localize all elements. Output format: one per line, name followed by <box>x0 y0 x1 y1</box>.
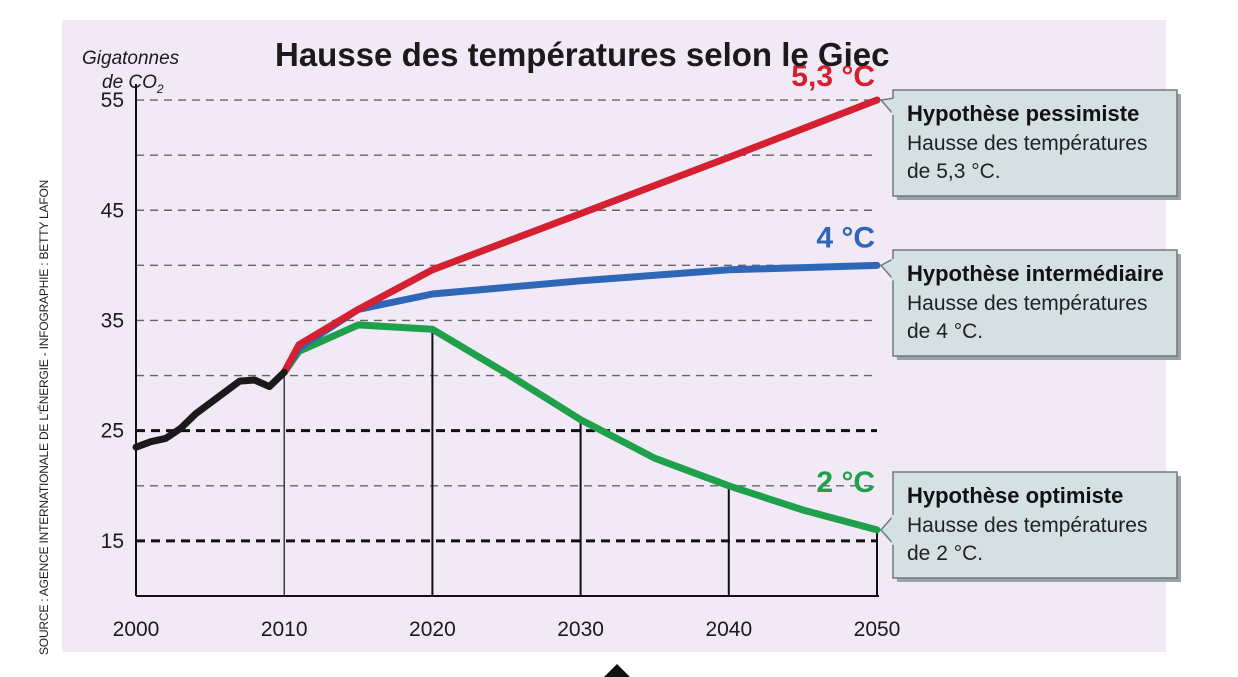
callout-title: Hypothèse intermédiaire <box>907 261 1164 286</box>
year-drop-lines <box>283 329 878 596</box>
scroll-arrow-icon <box>604 664 630 677</box>
end-label-intermediate: 4 °C <box>816 221 875 254</box>
callout-title: Hypothèse optimiste <box>907 483 1123 508</box>
y-tick-label-15: 15 <box>101 530 124 553</box>
y-tick-label-25: 25 <box>101 420 124 443</box>
x-tick-label-2050: 2050 <box>854 618 901 641</box>
gridlines <box>136 99 877 543</box>
chart-title: Hausse des températures selon le Giec <box>275 36 889 73</box>
x-tick-label-2000: 2000 <box>113 618 160 641</box>
end-label-optimistic: 2 °C <box>816 466 875 499</box>
callout-title: Hypothèse pessimiste <box>907 101 1139 126</box>
x-tick-label-2010: 2010 <box>261 618 308 641</box>
scenario-callouts: Hypothèse pessimiste Hausse des températu… <box>879 89 1181 582</box>
series-line-historical <box>132 368 288 451</box>
callout-line2: de 2 °C. <box>907 542 983 565</box>
y-axis-title-line2: de CO2 <box>102 72 164 96</box>
axis-ticks: 55 45 35 25 15 2000 2010 2020 2030 2040 2050 <box>101 89 901 641</box>
callout-line1: Hausse des températures <box>907 514 1147 537</box>
y-axis-title-line1: Gigatonnes <box>82 48 180 69</box>
x-tick-label-2020: 2020 <box>409 618 456 641</box>
series-line-pessimistic <box>280 96 881 376</box>
x-tick-label-2030: 2030 <box>557 618 604 641</box>
callout-box <box>892 249 1178 357</box>
callout-pessimistic: Hypothèse pessimiste Hausse des températu… <box>879 89 1181 200</box>
x-tick-label-2040: 2040 <box>705 618 752 641</box>
callout-line1: Hausse des températures <box>907 132 1147 155</box>
y-tick-label-35: 35 <box>101 309 124 332</box>
series-line-optimistic <box>280 321 881 534</box>
callout-box <box>892 471 1178 579</box>
callout-intermediate: Hypothèse intermédiaire Hausse des tempér… <box>879 249 1181 360</box>
y-tick-label-55: 55 <box>101 89 124 112</box>
callout-box <box>892 89 1178 197</box>
end-label-pessimistic: 5,3 °C <box>791 60 875 93</box>
callout-line1: Hausse des températures <box>907 292 1147 315</box>
callout-optimistic: Hypothèse optimiste Hausse des températur… <box>880 471 1181 582</box>
y-tick-label-45: 45 <box>101 199 124 222</box>
series-lines: 2 °C 4 °C 5,3 °C <box>132 60 881 534</box>
y-axis-title-main: de CO <box>102 72 157 93</box>
y-axis-title-subscript: 2 <box>156 82 164 96</box>
series-line-intermediate <box>280 261 881 376</box>
callout-line2: de 5,3 °C. <box>907 160 1001 183</box>
callout-line2: de 4 °C. <box>907 320 983 343</box>
